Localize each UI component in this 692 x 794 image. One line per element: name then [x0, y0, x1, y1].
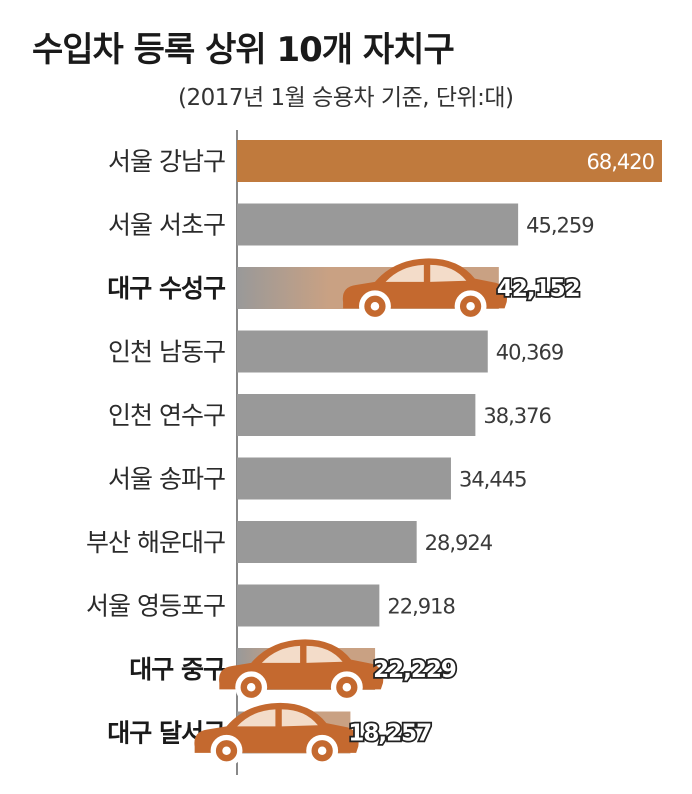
bar-5 [237, 457, 451, 500]
bar-0 [237, 140, 662, 182]
value-label: 45,259 [526, 214, 593, 238]
bar-row: 대구 달서구 18,257 [107, 702, 434, 767]
value-label: 42,152 [497, 276, 580, 302]
bar-4 [237, 394, 476, 436]
value-label: 40,369 [496, 341, 563, 365]
chart-title: 수입차 등록 상위 10개 자치구 [32, 30, 455, 70]
value-label: 38,376 [483, 404, 551, 428]
bar-row: 부산 해운대구 28,924 [86, 521, 494, 563]
bar-row: 인천 연수구 38,376 [108, 394, 552, 436]
value-label: 18,257 [348, 721, 431, 747]
category-label: 서울 송파구 [108, 465, 225, 494]
value-label: 28,924 [425, 531, 493, 555]
bar-row: 서울 영등포구 22,918 [86, 584, 456, 627]
category-label: 서울 강남구 [108, 147, 225, 176]
car-icon [219, 639, 384, 704]
bar-row: 서울 송파구 34,445 [108, 457, 527, 500]
bar-6 [237, 521, 417, 563]
value-label: 34,445 [459, 468, 526, 492]
value-label: 68,420 [587, 150, 654, 174]
bar-row: 서울 서초구 45,259 [108, 203, 595, 246]
car-icon [342, 258, 508, 323]
bar-3 [237, 330, 488, 373]
car-icon [194, 702, 359, 767]
bar-row: 인천 남동구 40,369 [108, 330, 564, 373]
bar-row: 대구 중구 22,229 [129, 639, 459, 704]
category-label: 부산 해운대구 [86, 528, 225, 557]
category-label: 인천 연수구 [108, 401, 225, 430]
category-label: 대구 중구 [129, 655, 226, 684]
category-label: 서울 서초구 [108, 211, 225, 240]
category-label: 서울 영등포구 [86, 592, 225, 621]
chart-subtitle: (2017년 1월 승용차 기준, 단위:대) [178, 85, 514, 111]
category-label: 인천 남동구 [108, 338, 225, 367]
bar-row: 대구 수성구 42,152 [107, 258, 582, 323]
category-label: 대구 수성구 [107, 274, 226, 303]
value-label: 22,229 [373, 657, 456, 683]
bar-row: 서울 강남구 68,420 [108, 140, 662, 182]
bar-7 [237, 584, 380, 627]
value-label: 22,918 [387, 595, 454, 619]
bar-1 [237, 203, 519, 246]
